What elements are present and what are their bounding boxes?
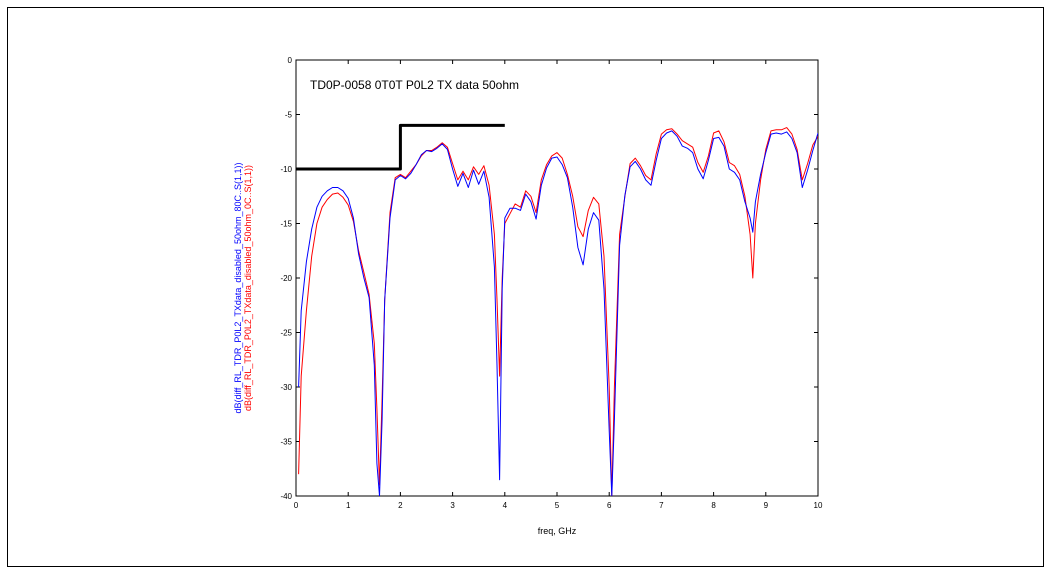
- y-tick-label: -40: [280, 492, 292, 501]
- y-tick-label: -35: [280, 438, 292, 447]
- x-tick-label: 4: [503, 501, 508, 510]
- series-lines: [296, 123, 818, 496]
- chart-title: TD0P-0058 0T0T P0L2 TX data 50ohm: [310, 78, 519, 92]
- series-line-1: [298, 127, 818, 496]
- x-tick-label: 7: [659, 501, 664, 510]
- chart-svg: 0 1 2 3 4 5 6 7 8 9 10 0 -5 -10 -15 -20 -25 -30 -35 -40 TD…: [233, 56, 823, 536]
- x-tick-label: 0: [294, 501, 299, 510]
- y-tick-label: -5: [285, 111, 293, 120]
- y-tick-label: -15: [280, 220, 292, 229]
- y-axis-label: dB(diff_RL_TDR_P0L2_TXdata_disabled_50oh…: [233, 163, 243, 414]
- x-tick-label: 6: [607, 501, 612, 510]
- x-tick-label: 3: [450, 501, 455, 510]
- series-line-2: [298, 130, 818, 496]
- y-tick-label: -30: [280, 383, 292, 392]
- y-tick-label: -10: [280, 165, 292, 174]
- x-tick-labels: 0 1 2 3 4 5 6 7 8 9 10: [294, 501, 823, 510]
- x-tick-label: 10: [814, 501, 823, 510]
- y-tick-label: 0: [288, 56, 293, 65]
- x-tick-label: 1: [346, 501, 351, 510]
- y-tick-label: -20: [280, 274, 292, 283]
- x-tick-label: 9: [764, 501, 769, 510]
- y-axis-labels: dB(diff_RL_TDR_P0L2_TXdata_disabled_50oh…: [233, 163, 253, 414]
- y-axis-label: dB(diff_RL_TDR_P0L2_TXdata_disabled_50oh…: [243, 165, 253, 411]
- plot-area: [295, 59, 819, 497]
- x-axis-label: freq, GHz: [538, 526, 577, 536]
- tick-marks: [295, 59, 819, 497]
- x-tick-label: 5: [555, 501, 560, 510]
- y-tick-label: -25: [280, 329, 292, 338]
- series-line-0: [296, 123, 505, 171]
- y-tick-labels: 0 -5 -10 -15 -20 -25 -30 -35 -40: [280, 56, 292, 501]
- x-tick-label: 8: [711, 501, 716, 510]
- x-tick-label: 2: [398, 501, 403, 510]
- chart-frame: 0 1 2 3 4 5 6 7 8 9 10 0 -5 -10 -15 -20 -25 -30 -35 -40 TD…: [7, 7, 1044, 567]
